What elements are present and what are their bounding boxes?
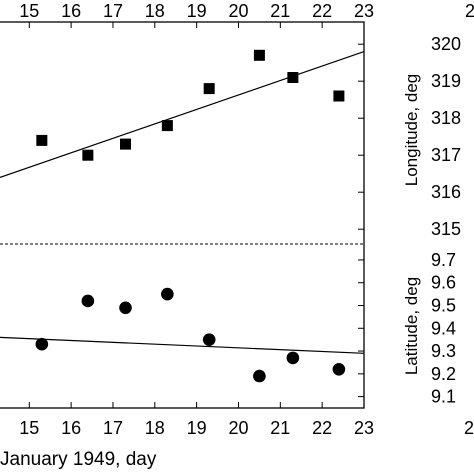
latitude-panel	[0, 287, 365, 383]
y-tick-label-longitude: 318	[431, 108, 461, 128]
x-tick-label-top: 21	[270, 1, 290, 21]
latitude-point	[286, 351, 300, 365]
latitude-point	[253, 369, 266, 383]
x-tick-label-top: 23	[354, 1, 374, 21]
x-tick-label-top: 16	[61, 1, 81, 21]
plot-border	[0, 21, 365, 409]
x-tick-label-bottom: 17	[103, 418, 123, 438]
longitude-fit-line	[0, 51, 365, 178]
y-tick-label-latitude: 9.4	[431, 318, 456, 338]
x-tick-label-top: 18	[145, 1, 165, 21]
x-tick-label-top: 17	[103, 1, 123, 21]
y-tick-label-latitude: 9.2	[431, 364, 456, 384]
latitude-point	[81, 294, 95, 308]
x-tick-label-bottom: 18	[145, 418, 165, 438]
x-tick-label-bottom: 20	[228, 418, 248, 438]
latitude-point	[332, 362, 346, 376]
latitude-point	[161, 287, 174, 301]
latitude-point	[202, 333, 216, 346]
longitude-point	[161, 120, 173, 132]
longitude-point	[36, 134, 48, 146]
x-tick-label-bottom: 21	[270, 418, 290, 438]
x-tick-label-top: 22	[312, 1, 332, 21]
y-tick-label-longitude: 319	[431, 71, 461, 91]
latitude-point	[35, 337, 49, 351]
x-axis-label: January 1949, day	[0, 449, 157, 470]
x-tick-label-bottom: 19	[187, 418, 207, 438]
y-axis-label-latitude: Latitude, deg	[402, 277, 421, 375]
longitude-point	[287, 72, 299, 83]
x-tick-label-top: 19	[187, 1, 207, 21]
longitude-point	[82, 149, 94, 161]
longitude-point	[253, 49, 265, 61]
x-tick-label-bottom: 23	[354, 418, 374, 438]
y-tick-label-latitude: 9.3	[431, 341, 456, 361]
longitude-point	[203, 83, 215, 95]
right-extra-tick-label: 2	[464, 418, 474, 438]
longitude-panel	[0, 49, 365, 178]
x-tick-label-bottom: 22	[312, 418, 332, 438]
x-tick-label-top: 2	[465, 1, 474, 21]
x-tick-label-top: 20	[228, 1, 248, 21]
latitude-fit-line	[0, 336, 365, 354]
y-tick-label-longitude: 320	[431, 34, 461, 54]
y-tick-label-longitude: 317	[431, 145, 461, 165]
y-tick-label-latitude: 9.1	[431, 387, 456, 407]
y-tick-label-longitude: 316	[431, 182, 461, 202]
plot-frame	[0, 21, 365, 409]
y-axis-label-longitude: Longitude, deg	[402, 74, 421, 187]
x-tick-label-bottom: 15	[19, 418, 39, 438]
y-tick-label-latitude: 9.6	[431, 273, 456, 293]
longitude-point	[333, 90, 345, 102]
latitude-point	[119, 301, 132, 315]
y-tick-label-longitude: 315	[431, 219, 461, 239]
y-tick-label-latitude: 9.7	[431, 250, 456, 270]
x-tick-label-top: 15	[19, 1, 39, 21]
y-tick-label-latitude: 9.5	[431, 296, 456, 316]
longitude-point	[120, 138, 132, 150]
x-tick-label-bottom: 16	[61, 418, 81, 438]
